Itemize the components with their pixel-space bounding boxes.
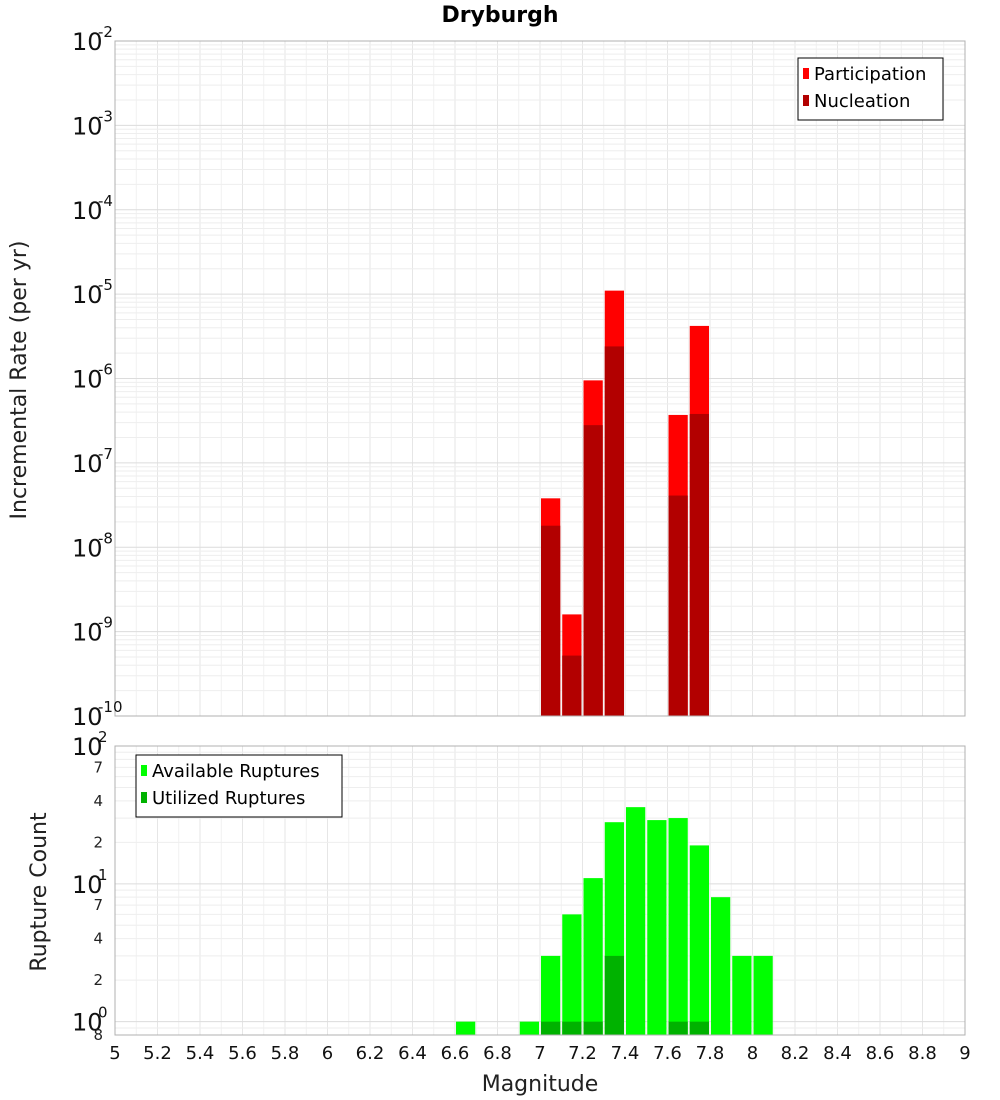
top-ytick-exponent: -2 (98, 23, 113, 41)
top-ytick-base: 10 (72, 619, 103, 647)
bottom-bar-available-ruptures-7.55 (647, 820, 667, 1035)
top-ytick-exponent: -7 (98, 445, 113, 463)
top-ytick-base: 10 (72, 450, 103, 478)
top-ytick-exponent: -9 (98, 614, 113, 632)
bottom-legend (135, 754, 343, 818)
top-ytick-exponent: -8 (98, 529, 113, 547)
bottom-xtick-label: 7 (534, 1043, 545, 1064)
top-legend-label: Participation (814, 64, 926, 85)
top-bar-nucleation-7.65 (668, 495, 688, 716)
bottom-bar-utilized-ruptures-7.25 (583, 1021, 603, 1035)
top-legend-label: Nucleation (814, 91, 910, 112)
top-bar-nucleation-7.05 (541, 525, 561, 716)
bottom-xtick-label: 5.8 (271, 1043, 300, 1064)
top-legend (797, 57, 944, 121)
bottom-ytick-minor-label: 7 (93, 896, 103, 914)
top-ytick-exponent: -3 (98, 107, 113, 125)
bottom-xtick-label: 6.6 (441, 1043, 470, 1064)
bottom-legend-swatch (141, 792, 147, 803)
top-bar-nucleation-7.35 (604, 346, 624, 716)
top-ytick-exponent: -5 (98, 276, 113, 294)
bottom-xtick-label: 9 (959, 1043, 970, 1064)
bottom-bar-available-ruptures-7.65 (668, 818, 688, 1035)
top-legend-swatch (803, 95, 809, 106)
bottom-xtick-label: 6.8 (483, 1043, 512, 1064)
bottom-ytick-base: 10 (72, 733, 103, 761)
rupture-count-axis-label: Rupture Count (27, 812, 52, 972)
bottom-xtick-label: 7.4 (611, 1043, 640, 1064)
bottom-ytick-minor-label: 4 (93, 930, 103, 948)
bottom-bar-utilized-ruptures-7.75 (689, 1021, 709, 1035)
bottom-ytick-minor-label: 4 (93, 792, 103, 810)
top-bar-nucleation-7.75 (689, 413, 709, 716)
bottom-bar-available-ruptures-7.25 (583, 878, 603, 1035)
bottom-xtick-label: 8.4 (823, 1043, 852, 1064)
bottom-ytick-exponent: 1 (98, 866, 108, 884)
bottom-bar-utilized-ruptures-7.15 (562, 1021, 582, 1035)
top-legend-swatch (803, 68, 809, 79)
bottom-bar-available-ruptures-7.05 (541, 955, 561, 1035)
top-bar-nucleation-7.15 (562, 655, 582, 716)
top-ytick-exponent: -4 (98, 192, 113, 210)
bottom-ytick-minor-label: 7 (93, 758, 103, 776)
bottom-xtick-label: 5 (109, 1043, 120, 1064)
bottom-bar-available-ruptures-6.65 (456, 1021, 476, 1035)
top-ytick-exponent: -10 (98, 698, 123, 716)
chart-title: Dryburgh (441, 3, 558, 28)
top-ytick-base: 10 (72, 534, 103, 562)
bottom-ytick-minor-label: 8 (93, 1026, 103, 1044)
bottom-ytick-minor-label: 2 (93, 833, 103, 851)
magnitude-axis-label: Magnitude (482, 1072, 599, 1097)
bottom-bar-available-ruptures-8.05 (753, 955, 773, 1035)
bottom-xtick-label: 8 (747, 1043, 758, 1064)
incremental-rate-panel: 10-210-310-410-510-610-710-810-910-10Par… (72, 23, 966, 731)
bottom-bar-utilized-ruptures-7.35 (604, 955, 624, 1035)
bottom-xtick-label: 5.2 (143, 1043, 172, 1064)
bottom-bar-available-ruptures-7.95 (732, 955, 752, 1035)
bottom-xtick-label: 5.6 (228, 1043, 257, 1064)
top-ytick-exponent: -6 (98, 361, 113, 379)
bottom-bar-available-ruptures-7.85 (711, 897, 731, 1035)
bottom-xtick-label: 7.2 (568, 1043, 597, 1064)
bottom-ytick-exponent: 0 (98, 1004, 108, 1022)
incremental-rate-axis-label: Incremental Rate (per yr) (7, 241, 32, 520)
bottom-xtick-label: 6 (322, 1043, 333, 1064)
bottom-ytick-base: 10 (72, 871, 103, 899)
bottom-bar-available-ruptures-7.75 (689, 845, 709, 1035)
bottom-bar-available-ruptures-7.15 (562, 914, 582, 1035)
bottom-ytick-base: 10 (72, 1009, 103, 1037)
bottom-xtick-label: 8.8 (908, 1043, 937, 1064)
top-ytick-base: 10 (72, 703, 103, 731)
bottom-xtick-label: 6.2 (356, 1043, 385, 1064)
bottom-bar-available-ruptures-7.45 (626, 807, 646, 1035)
top-ytick-base: 10 (72, 28, 103, 56)
bottom-xtick-label: 7.8 (696, 1043, 725, 1064)
bottom-xtick-label: 8.6 (866, 1043, 895, 1064)
top-plot-frame (114, 40, 966, 717)
bottom-bar-available-ruptures-6.95 (519, 1021, 539, 1035)
bottom-legend-label: Available Ruptures (152, 761, 320, 782)
top-ytick-base: 10 (72, 197, 103, 225)
bottom-xtick-label: 7.6 (653, 1043, 682, 1064)
top-ytick-base: 10 (72, 366, 103, 394)
bottom-legend-label: Utilized Ruptures (152, 788, 305, 809)
bottom-xtick-label: 8.2 (781, 1043, 810, 1064)
bottom-bar-utilized-ruptures-7.05 (541, 1021, 561, 1035)
top-ytick-base: 10 (72, 281, 103, 309)
top-bar-nucleation-7.25 (583, 425, 603, 716)
bottom-xtick-label: 5.4 (186, 1043, 215, 1064)
bottom-xtick-label: 6.4 (398, 1043, 427, 1064)
bottom-ytick-exponent: 2 (98, 728, 108, 746)
bottom-legend-swatch (141, 765, 147, 776)
top-ytick-base: 10 (72, 112, 103, 140)
bottom-plot-frame (114, 745, 966, 1036)
bottom-bar-utilized-ruptures-7.65 (668, 1021, 688, 1035)
bottom-ytick-minor-label: 2 (93, 971, 103, 989)
